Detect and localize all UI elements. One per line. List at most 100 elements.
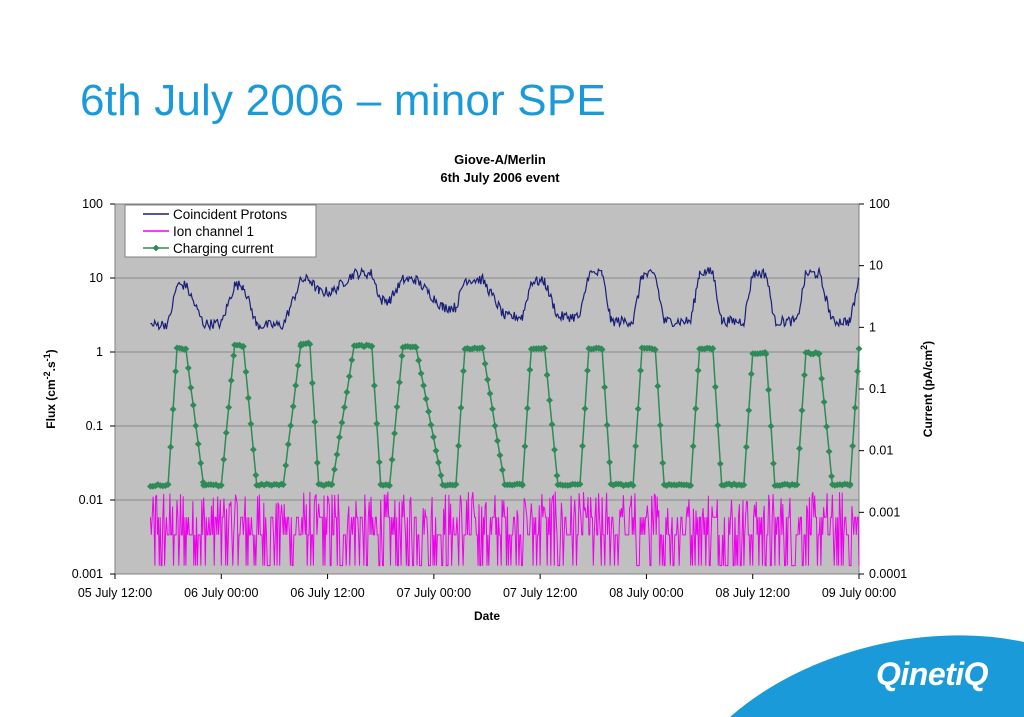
charging-current-marker <box>375 458 383 466</box>
charging-current-marker <box>348 356 356 364</box>
qinetiq-logo-shape <box>730 635 1024 717</box>
charging-current-marker <box>435 459 442 466</box>
charging-current-marker <box>294 362 302 369</box>
chart-title-line1: Giove-A/Merlin <box>454 152 546 167</box>
charging-current-marker <box>815 350 823 358</box>
y-left-tick-label: 0.01 <box>79 493 103 507</box>
x-tick-label: 06 July 12:00 <box>290 586 364 600</box>
charging-current-marker <box>637 367 644 374</box>
charging-current-marker <box>796 445 803 452</box>
y-right-tick-label: 1 <box>869 320 876 334</box>
charging-current-marker <box>694 367 702 374</box>
charging-current-marker <box>484 376 491 384</box>
charging-current-marker <box>765 386 772 394</box>
charging-current-marker <box>417 370 425 377</box>
charging-current-marker <box>455 442 462 450</box>
charging-current-marker <box>809 350 817 358</box>
charging-current-marker <box>420 382 427 389</box>
charging-current-marker <box>192 422 200 430</box>
y-right-tick-label: 0.1 <box>869 382 886 396</box>
charging-current-marker <box>711 383 719 391</box>
charging-current-marker <box>481 360 489 368</box>
charging-current-marker <box>479 344 486 352</box>
charging-current-marker <box>386 482 393 489</box>
charging-current-marker <box>823 423 830 431</box>
charging-current-marker <box>659 459 667 467</box>
charging-current-marker <box>496 451 504 459</box>
charging-current-marker <box>422 395 430 403</box>
charging-current-marker <box>240 342 247 350</box>
charging-current-marker <box>427 421 435 429</box>
charging-current-marker <box>336 433 343 441</box>
series-ion-channel-1 <box>149 491 860 567</box>
charging-current-marker <box>370 382 378 390</box>
charging-current-marker <box>701 345 708 353</box>
charging-current-marker <box>489 405 496 413</box>
y-left-tick-label: 0.001 <box>72 567 103 581</box>
y-right-tick-label: 0.001 <box>869 505 900 519</box>
charging-current-marker <box>432 447 440 455</box>
charging-current-marker <box>338 419 346 426</box>
charging-current-marker <box>222 429 230 437</box>
charging-current-marker <box>194 440 202 448</box>
charging-current-marker <box>494 437 501 445</box>
charging-current-marker <box>189 401 197 409</box>
charging-current-marker <box>460 367 467 375</box>
charging-current-marker <box>172 368 179 375</box>
y-right-tick-label: 0.0001 <box>869 567 907 581</box>
charging-current-marker <box>368 342 376 350</box>
legend-label: Coincident Protons <box>173 207 287 222</box>
charging-current-marker <box>284 440 292 448</box>
charging-current-marker <box>415 357 423 364</box>
charging-current-marker <box>345 372 353 380</box>
charging-current-marker <box>282 461 290 469</box>
qinetiq-logo-text: QinetiQ <box>876 656 989 692</box>
charging-current-marker <box>598 346 606 353</box>
x-tick-label: 08 July 12:00 <box>716 586 790 600</box>
charging-current-marker <box>709 345 717 352</box>
charging-current-marker <box>745 406 753 414</box>
charging-current-marker <box>199 478 207 486</box>
charging-current-marker <box>425 408 432 415</box>
x-axis-title: Date <box>474 609 500 623</box>
charging-current-marker <box>687 482 695 489</box>
plot-area <box>114 203 860 575</box>
charging-current-marker <box>762 350 770 358</box>
charging-current-marker <box>169 405 177 413</box>
charging-current-marker <box>551 446 558 454</box>
charging-current-marker <box>629 482 637 489</box>
charging-current-marker <box>230 352 238 359</box>
charging-current-marker <box>499 466 506 474</box>
charging-current-marker <box>543 371 551 379</box>
charging-current-marker <box>634 405 642 413</box>
charging-current-marker <box>740 481 748 489</box>
charging-current-marker <box>714 421 722 429</box>
charging-current-marker <box>654 382 662 390</box>
charging-current-marker <box>846 480 854 488</box>
charging-current-marker <box>692 405 700 413</box>
charging-current-marker <box>154 481 162 488</box>
charging-current-marker <box>855 345 863 353</box>
charging-current-marker <box>579 442 586 450</box>
legend-label: Ion channel 1 <box>173 224 254 239</box>
charging-current-marker <box>391 429 398 437</box>
charging-current-marker <box>491 422 499 430</box>
charging-current-marker <box>393 403 401 411</box>
charging-current-marker <box>437 472 445 479</box>
charging-current-marker <box>742 443 750 451</box>
charging-current-marker <box>716 460 724 468</box>
charging-current-marker <box>770 460 777 467</box>
charging-current-marker <box>249 446 257 453</box>
charging-current-marker <box>182 345 190 353</box>
charging-current-marker <box>279 481 287 489</box>
charging-current-marker <box>313 459 321 467</box>
charging-current-marker <box>548 421 556 428</box>
charging-current-marker <box>767 422 775 430</box>
charging-current-marker <box>341 403 348 411</box>
y-left-tick-label: 0.1 <box>86 419 103 433</box>
y-right-tick-label: 10 <box>869 259 883 273</box>
x-tick-label: 05 July 12:00 <box>78 586 152 600</box>
charging-current-marker <box>581 405 589 413</box>
charging-current-marker <box>292 382 300 389</box>
